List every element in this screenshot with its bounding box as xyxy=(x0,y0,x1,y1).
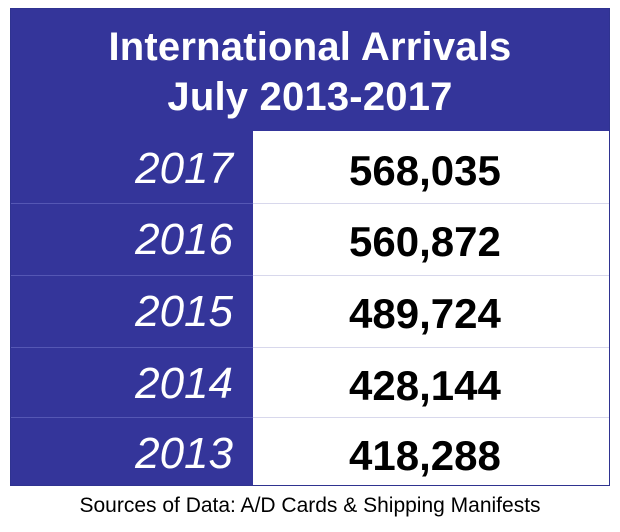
title-line-2: July 2013-2017 xyxy=(167,75,453,119)
year-2013: 2013 xyxy=(135,429,233,478)
value-2016: 560,872 xyxy=(349,218,501,265)
year-2016: 2016 xyxy=(135,215,233,264)
row-divider xyxy=(253,347,609,348)
year-2015: 2015 xyxy=(135,287,233,336)
value-2014: 428,144 xyxy=(349,362,501,409)
year-column xyxy=(11,131,253,485)
year-2014: 2014 xyxy=(135,359,233,408)
value-2015: 489,724 xyxy=(349,290,501,337)
source-footnote: Sources of Data: A/D Cards & Shipping Ma… xyxy=(79,494,541,517)
title-line-1: International Arrivals xyxy=(108,25,512,69)
row-divider xyxy=(253,275,609,276)
value-2017: 568,035 xyxy=(349,147,501,194)
table-title: International Arrivals July 2013-2017 xyxy=(11,9,609,131)
year-2017: 2017 xyxy=(135,144,233,193)
arrivals-table: International Arrivals July 2013-2017 20… xyxy=(10,8,610,486)
value-2013: 418,288 xyxy=(349,432,501,479)
row-divider xyxy=(253,417,609,418)
row-divider xyxy=(253,203,609,204)
